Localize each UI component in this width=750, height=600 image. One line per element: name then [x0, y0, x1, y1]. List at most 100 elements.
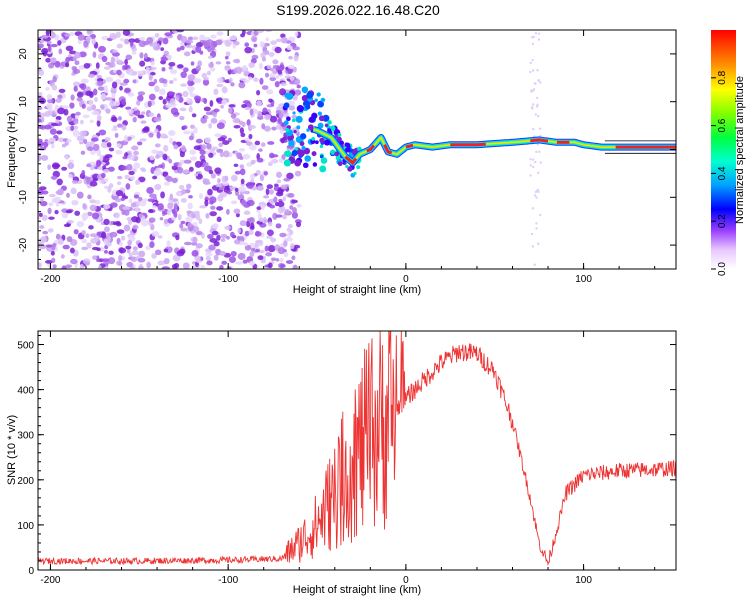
noise-blob: [51, 84, 58, 91]
noise-blob: [224, 67, 231, 71]
y-tick-label: 500: [17, 341, 34, 352]
signal-blob: [283, 151, 289, 156]
noise-blob: [163, 50, 170, 56]
noise-blob: [276, 171, 282, 178]
noise-blob: [235, 213, 240, 218]
colorbar-tick-label: 0.4: [717, 166, 728, 180]
noise-blob: [108, 147, 115, 152]
signal-blob: [314, 98, 318, 102]
y-tick-label: 0: [28, 566, 34, 577]
noise-blob: [112, 221, 117, 226]
noise-blob: [40, 196, 44, 202]
noise-blob: [216, 83, 224, 88]
noise-blob: [278, 111, 284, 119]
noise-blob: [186, 210, 192, 214]
noise-blob: [152, 205, 157, 209]
noise-blob: [250, 178, 255, 183]
noise-blob: [189, 88, 193, 96]
noise-blob: [266, 89, 274, 95]
noise-speck: [531, 207, 535, 210]
spectrogram-ylabel: Frequency (Hz): [6, 112, 18, 188]
noise-speck: [531, 69, 535, 72]
noise-blob: [80, 150, 86, 155]
noise-blob: [73, 85, 78, 92]
noise-blob: [242, 100, 251, 104]
noise-blob: [112, 100, 121, 107]
noise-blob: [268, 221, 273, 227]
noise-blob: [80, 119, 84, 125]
noise-blob: [103, 204, 111, 210]
noise-blob: [123, 134, 128, 142]
signal-peak: [366, 144, 376, 153]
noise-blob: [280, 82, 287, 87]
noise-blob: [179, 115, 185, 121]
noise-speck: [538, 32, 541, 35]
noise-blob: [193, 210, 200, 215]
noise-blob: [267, 262, 273, 269]
signal-blob: [337, 132, 342, 137]
noise-blob: [155, 167, 161, 174]
noise-blob: [175, 94, 180, 101]
noise-blob: [278, 64, 285, 71]
noise-blob: [91, 137, 99, 142]
noise-blob: [269, 115, 278, 123]
noise-blob: [225, 51, 231, 57]
noise-blob: [99, 154, 104, 162]
noise-speck: [531, 58, 534, 62]
noise-blob: [259, 41, 265, 48]
noise-blob: [240, 132, 246, 138]
noise-blob: [114, 212, 121, 219]
noise-blob: [138, 37, 145, 41]
noise-blob: [195, 138, 203, 144]
noise-blob: [146, 261, 151, 269]
noise-blob: [270, 154, 279, 158]
noise-blob: [145, 66, 150, 74]
noise-blob: [261, 85, 269, 91]
noise-blob: [232, 117, 240, 124]
noise-blob: [55, 119, 60, 124]
noise-blob: [263, 171, 268, 176]
noise-blob: [123, 65, 129, 70]
noise-blob: [180, 227, 188, 232]
noise-blob: [104, 178, 109, 183]
noise-blob: [154, 128, 159, 134]
noise-blob: [223, 150, 230, 158]
noise-blob: [89, 233, 98, 238]
noise-blob: [280, 184, 288, 190]
noise-blob: [258, 249, 266, 254]
noise-speck: [533, 194, 537, 197]
noise-blob: [66, 192, 70, 198]
noise-blob: [182, 169, 190, 174]
noise-blob: [218, 142, 224, 148]
signal-blob: [311, 151, 317, 157]
noise-blob: [104, 265, 109, 269]
noise-blob: [266, 64, 272, 70]
noise-blob: [239, 168, 246, 176]
noise-blob: [202, 162, 209, 166]
noise-blob: [162, 153, 168, 161]
noise-blob: [83, 62, 91, 69]
noise-blob: [86, 30, 92, 34]
signal-peak: [405, 143, 414, 149]
colorbar-tick-label: 0.0: [717, 262, 728, 276]
noise-blob: [116, 59, 123, 64]
noise-blob: [156, 131, 161, 139]
noise-blob: [61, 143, 67, 148]
noise-blob: [264, 245, 269, 252]
signal-blob: [297, 149, 305, 157]
noise-blob: [246, 217, 254, 222]
noise-blob: [168, 91, 176, 96]
noise-blob: [217, 178, 221, 184]
noise-blob: [182, 125, 188, 130]
x-tick-label: 0: [403, 575, 409, 586]
noise-blob: [263, 125, 271, 132]
noise-blob: [157, 260, 166, 266]
noise-blob: [280, 138, 285, 144]
noise-blob: [165, 104, 173, 108]
noise-speck: [536, 69, 539, 72]
noise-blob: [100, 141, 109, 149]
noise-blob: [171, 263, 178, 269]
noise-blob: [248, 260, 255, 266]
noise-blob: [230, 200, 238, 205]
noise-blob: [279, 128, 284, 134]
